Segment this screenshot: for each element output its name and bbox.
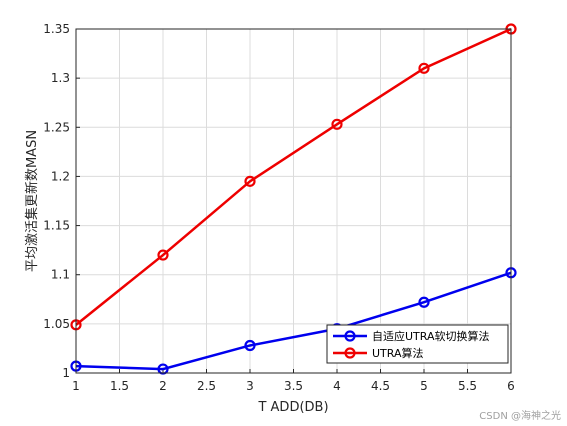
x-tick-label: 4.5 bbox=[371, 379, 390, 393]
x-tick-label: 1.5 bbox=[110, 379, 129, 393]
data-point bbox=[418, 296, 430, 308]
y-tick-label: 1.2 bbox=[51, 169, 70, 183]
y-tick-label: 1.1 bbox=[51, 268, 70, 282]
x-tick-label: 6 bbox=[507, 379, 515, 393]
x-tick-label: 4 bbox=[333, 379, 341, 393]
data-point bbox=[244, 175, 256, 187]
series-line bbox=[75, 27, 512, 326]
x-tick-label: 5 bbox=[420, 379, 428, 393]
legend: 自适应UTRA软切换算法 UTRA算法 bbox=[326, 324, 509, 364]
x-tick-label: 2.5 bbox=[197, 379, 216, 393]
plot-frame bbox=[75, 28, 512, 374]
data-point bbox=[157, 249, 169, 261]
data-point bbox=[331, 118, 343, 130]
y-tick-label: 1.15 bbox=[43, 219, 70, 233]
y-axis-ticks: 1 1.05 1.1 1.15 1.2 1.25 1.3 1.35 bbox=[43, 22, 80, 380]
x-tick-label: 3.5 bbox=[284, 379, 303, 393]
legend-box bbox=[326, 324, 509, 364]
watermark: CSDN @海神之光 bbox=[479, 411, 561, 422]
y-axis-label: 平均激活集更新数MASN bbox=[24, 130, 40, 272]
y-tick-label: 1 bbox=[62, 366, 70, 380]
legend-marker bbox=[344, 347, 356, 359]
legend-marker bbox=[344, 330, 356, 342]
data-point bbox=[418, 62, 430, 74]
y-tick-label: 1.25 bbox=[43, 120, 70, 134]
series-line bbox=[75, 271, 512, 371]
x-tick-label: 1 bbox=[72, 379, 80, 393]
y-tick-label: 1.05 bbox=[43, 317, 70, 331]
data-point bbox=[244, 339, 256, 352]
x-tick-label: 5.5 bbox=[458, 379, 477, 393]
x-axis-label: T ADD(DB) bbox=[257, 400, 328, 415]
legend-entry: UTRA算法 bbox=[372, 346, 424, 360]
y-tick-label: 1.35 bbox=[43, 22, 70, 36]
legend-entry: 自适应UTRA软切换算法 bbox=[372, 329, 490, 343]
y-tick-label: 1.3 bbox=[51, 71, 70, 85]
data-point bbox=[157, 363, 169, 375]
x-tick-label: 2 bbox=[159, 379, 167, 393]
x-tick-label: 3 bbox=[246, 379, 254, 393]
